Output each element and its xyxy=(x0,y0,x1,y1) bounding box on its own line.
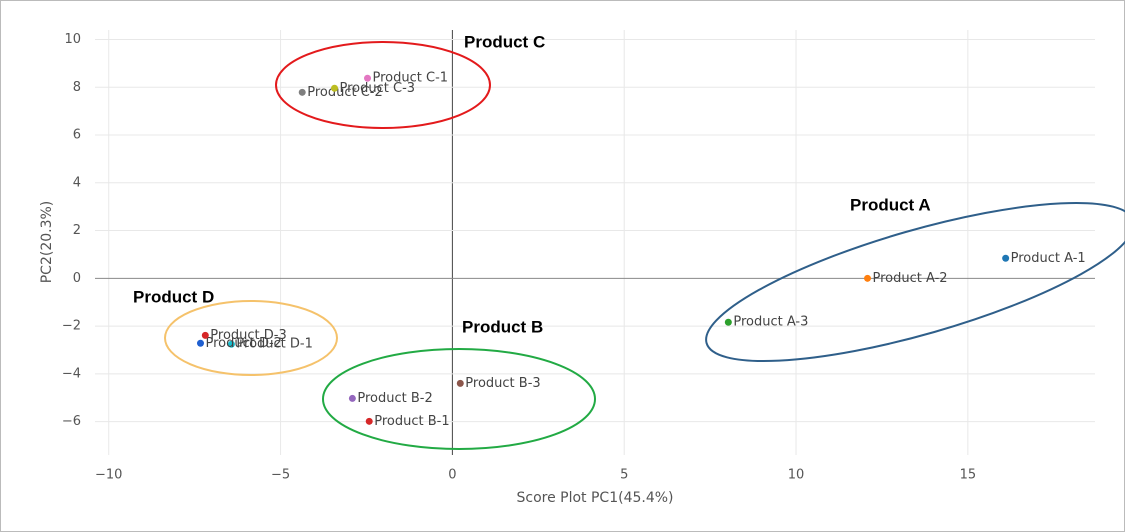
y-tick-label: 6 xyxy=(73,128,81,143)
point xyxy=(348,394,356,402)
point xyxy=(456,379,464,387)
y-tick-label: 0 xyxy=(73,271,81,286)
y-tick-label: 10 xyxy=(64,32,81,47)
point-label: Product D-2 xyxy=(205,336,281,351)
point xyxy=(724,318,732,326)
x-tick-label: −10 xyxy=(95,468,122,483)
y-tick-label: 8 xyxy=(73,80,81,95)
y-tick-label: 4 xyxy=(73,175,81,190)
group-ellipse xyxy=(164,300,338,376)
point-label: Product A-2 xyxy=(873,271,948,286)
y-tick-label: −4 xyxy=(62,366,81,381)
y-tick-label: −2 xyxy=(62,319,81,334)
point xyxy=(227,340,235,348)
point-label: Product C-1 xyxy=(373,71,449,86)
group-ellipse xyxy=(275,41,491,129)
y-tick-label: 2 xyxy=(73,223,81,238)
grid xyxy=(95,30,1095,455)
point xyxy=(365,417,373,425)
x-tick-label: 0 xyxy=(448,468,456,483)
point-label: Product B-3 xyxy=(465,376,540,391)
point-label: Product D-3 xyxy=(210,328,286,343)
y-tick-label: −6 xyxy=(62,414,81,429)
x-tick-label: 10 xyxy=(788,468,805,483)
x-tick-label: −5 xyxy=(271,468,290,483)
point-label: Product A-3 xyxy=(733,315,808,330)
point-label: Product C-2 xyxy=(307,85,383,100)
axes: −10 −5 0 5 10 15 −6 −4 −2 0 2 4 6 8 10 xyxy=(62,32,976,482)
group-label: Product C xyxy=(464,32,545,51)
x-tick-label: 5 xyxy=(620,468,628,483)
group-ellipse xyxy=(322,348,596,450)
group-label: Product D xyxy=(133,287,214,306)
point-label: Product A-1 xyxy=(1011,251,1086,266)
point-label: Product C-3 xyxy=(340,81,416,96)
group-label: Product A xyxy=(850,195,931,214)
group-ellipse xyxy=(705,201,1125,363)
point xyxy=(298,88,306,96)
point xyxy=(331,84,339,92)
point xyxy=(1002,254,1010,262)
point xyxy=(364,74,372,82)
x-axis-title: Score Plot PC1(45.4%) xyxy=(516,490,673,506)
point-label: Product B-1 xyxy=(374,414,449,429)
point xyxy=(864,274,872,282)
x-tick-label: 15 xyxy=(960,468,977,483)
point xyxy=(201,331,209,339)
marks: Product A-1 Product A-2 Product A-3 Product… xyxy=(196,71,1086,429)
point-label: Product B-2 xyxy=(357,391,432,406)
y-axis-title: PC2(20.3%) xyxy=(39,201,55,284)
point xyxy=(196,339,204,347)
group-label: Product B xyxy=(462,317,543,336)
point-label: Product D-1 xyxy=(236,337,312,352)
